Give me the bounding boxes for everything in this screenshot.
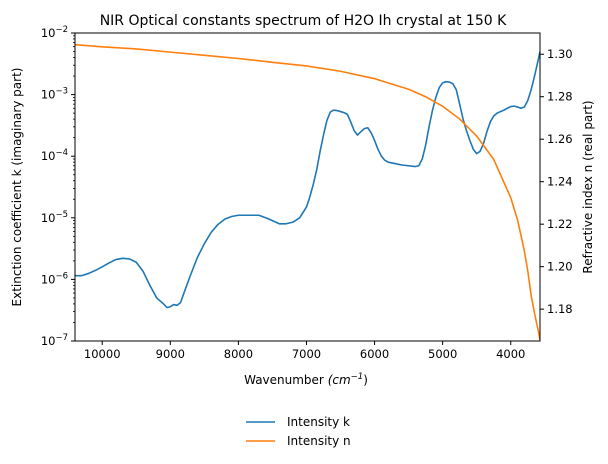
series-line-k bbox=[75, 51, 540, 309]
left-y-tick-label: 10−5 bbox=[41, 210, 68, 225]
left-y-tick-label: 10−4 bbox=[41, 148, 68, 163]
right-y-axis-label: Refractive index n (real part) bbox=[581, 100, 595, 273]
left-y-tick-label: 10−7 bbox=[41, 333, 68, 348]
legend-label-n: Intensity n bbox=[287, 434, 351, 448]
series-line-n bbox=[75, 43, 540, 341]
legend: Intensity k Intensity n bbox=[246, 415, 351, 448]
x-tick-label: 10000 bbox=[84, 347, 121, 361]
x-tick-label: 6000 bbox=[360, 347, 389, 361]
x-axis-label: Wavenumber (cm−1) bbox=[244, 372, 368, 387]
left-y-tick-label: 10−2 bbox=[41, 25, 68, 40]
legend-entry-k: Intensity k bbox=[246, 415, 350, 429]
x-tick-label: 5000 bbox=[428, 347, 457, 361]
right-y-tick-label: 1.26 bbox=[547, 132, 573, 146]
right-y-tick-label: 1.24 bbox=[547, 175, 573, 189]
left-y-tick-label: 10−6 bbox=[41, 271, 68, 286]
x-tick-label: 8000 bbox=[224, 347, 253, 361]
x-axis-ticks: 10000 9000 8000 7000 6000 5000 4000 bbox=[84, 341, 525, 361]
plot-frame bbox=[74, 32, 541, 342]
right-y-tick-label: 1.20 bbox=[547, 260, 573, 274]
left-y-axis-ticks: 10−7 10−6 10−5 10−4 10−3 10−2 bbox=[41, 25, 75, 348]
x-tick-label: 7000 bbox=[292, 347, 321, 361]
left-y-axis-label: Extinction coefficient k (imaginary part… bbox=[10, 68, 24, 307]
x-tick-label: 9000 bbox=[156, 347, 185, 361]
left-y-tick-label: 10−3 bbox=[41, 87, 68, 102]
right-y-tick-label: 1.28 bbox=[547, 90, 573, 104]
chart-title: NIR Optical constants spectrum of H2O Ih… bbox=[100, 13, 507, 29]
right-y-axis-ticks: 1.18 1.20 1.22 1.24 1.26 1.28 1.30 bbox=[540, 47, 573, 316]
right-y-tick-label: 1.22 bbox=[547, 217, 573, 231]
legend-entry-n: Intensity n bbox=[246, 434, 351, 448]
right-y-tick-label: 1.18 bbox=[547, 302, 573, 316]
x-tick-label: 4000 bbox=[496, 347, 525, 361]
legend-label-k: Intensity k bbox=[287, 415, 350, 429]
right-y-tick-label: 1.30 bbox=[547, 47, 573, 61]
plot-area bbox=[74, 32, 541, 342]
